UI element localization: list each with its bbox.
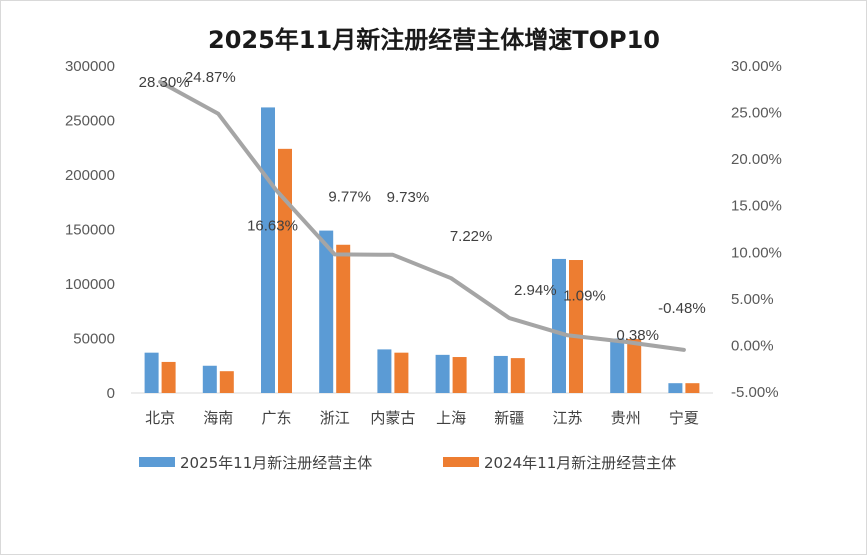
category-label: 海南 — [203, 409, 233, 427]
bars — [144, 107, 700, 394]
bar-2024 — [452, 357, 467, 393]
right-tick-label: 5.00% — [731, 291, 774, 308]
right-tick-label: 15.00% — [731, 198, 782, 215]
growth-data-label: 9.73% — [387, 189, 430, 206]
left-tick-label: 50000 — [73, 331, 115, 348]
bar-2024 — [569, 260, 583, 393]
bar-2025 — [319, 230, 334, 393]
category-label: 内蒙古 — [370, 409, 415, 427]
bar-2025 — [668, 383, 683, 393]
bar-2024 — [510, 358, 525, 393]
left-tick-label: 150000 — [65, 222, 115, 239]
bar-2025 — [202, 365, 217, 393]
category-label: 上海 — [436, 409, 466, 427]
legend-label-2025: 2025年11月新注册经营主体 — [180, 454, 372, 472]
growth-data-label: 0.38% — [616, 327, 659, 344]
bar-2024 — [219, 371, 234, 393]
category-labels: 北京 海南 广东 浙江 内蒙古 上海 新疆 江苏 贵州 宁夏 — [145, 409, 699, 427]
category-label: 北京 — [145, 409, 175, 427]
category-label: 浙江 — [320, 409, 350, 427]
category-label: 广东 — [261, 409, 291, 427]
growth-data-label: 2.94% — [514, 282, 557, 299]
legend-swatch-2024 — [443, 457, 479, 467]
right-tick-label: 10.00% — [731, 244, 782, 261]
bar-2025 — [261, 107, 275, 394]
bar-2025 — [435, 354, 450, 393]
growth-data-label: 24.87% — [185, 69, 236, 86]
category-label: 江苏 — [552, 409, 582, 427]
bar-2025 — [144, 352, 159, 393]
bar-2025 — [493, 355, 508, 393]
bar-2025 — [610, 338, 625, 393]
bar-2024 — [161, 361, 176, 393]
chart-title: 2025年11月新注册经营主体增速TOP10 — [208, 26, 660, 54]
growth-data-label: 9.77% — [328, 188, 371, 205]
bar-2024 — [278, 148, 292, 393]
right-tick-label: 20.00% — [731, 151, 782, 168]
growth-data-label: -0.48% — [658, 300, 706, 317]
growth-data-label: 7.22% — [450, 228, 493, 245]
legend: 2025年11月新注册经营主体 2024年11月新注册经营主体 — [139, 454, 676, 472]
growth-line-layer — [158, 79, 686, 352]
right-tick-label: 0.00% — [731, 337, 774, 354]
right-axis-ticks: 30.00% 25.00% 20.00% 15.00% 10.00% 5.00% 0.00%… — [731, 58, 782, 401]
bar-2024 — [336, 244, 351, 393]
growth-data-labels: 28.30%24.87% 16.63% 9.77% 9.73% 7.22% 2.94% 1.… — [139, 69, 706, 344]
right-tick-label: 25.00% — [731, 105, 782, 122]
bar-2025 — [552, 258, 566, 393]
legend-swatch-2025 — [139, 457, 175, 467]
left-tick-label: 300000 — [65, 58, 115, 75]
left-tick-label: 200000 — [65, 167, 115, 184]
growth-data-label: 28.30% — [139, 74, 190, 91]
left-tick-label: 0 — [107, 385, 115, 402]
category-label: 贵州 — [611, 409, 641, 427]
bar-2025 — [377, 349, 392, 393]
bar-2024 — [685, 383, 700, 393]
growth-rate-line — [158, 79, 686, 352]
left-tick-label: 250000 — [65, 113, 115, 130]
category-label: 宁夏 — [669, 409, 699, 427]
bar-2024 — [627, 339, 642, 393]
legend-label-2024: 2024年11月新注册经营主体 — [484, 454, 676, 472]
right-tick-label: -5.00% — [731, 384, 779, 401]
bar-2024 — [394, 352, 409, 393]
category-label: 新疆 — [494, 409, 524, 427]
growth-data-label: 1.09% — [563, 287, 606, 304]
growth-data-label: 16.63% — [247, 218, 298, 235]
left-tick-label: 100000 — [65, 276, 115, 293]
left-axis-ticks: 300000 250000 200000 150000 100000 50000 0 — [65, 58, 115, 402]
right-tick-label: 30.00% — [731, 58, 782, 75]
